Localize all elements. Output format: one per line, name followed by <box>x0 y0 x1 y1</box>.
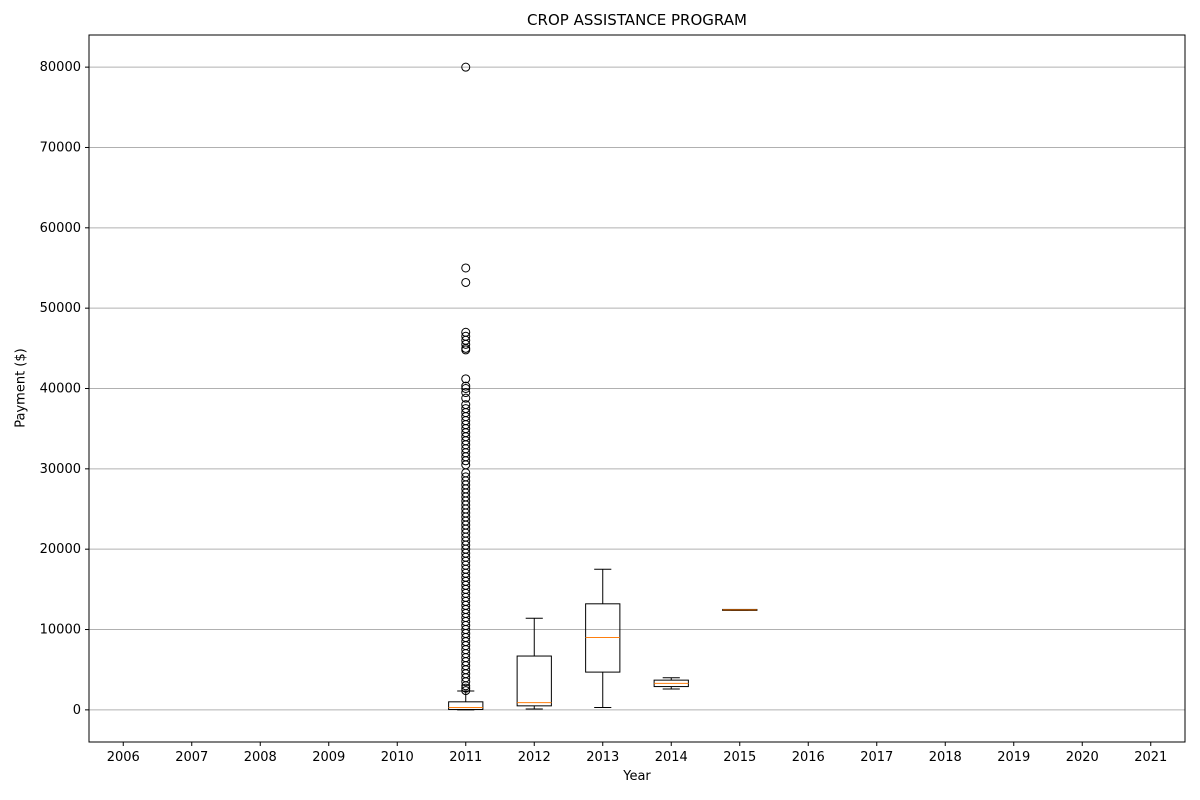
flier-point <box>461 681 471 691</box>
flier-point <box>461 388 471 398</box>
x-tick-label: 2013 <box>586 750 619 765</box>
x-axis-label: Year <box>623 769 651 784</box>
flier-point <box>461 456 471 466</box>
flier-point <box>461 345 471 355</box>
x-tick-label: 2016 <box>792 750 825 765</box>
x-tick-label: 2021 <box>1134 750 1167 765</box>
y-tick-label: 0 <box>73 703 81 718</box>
flier-point <box>461 339 471 349</box>
box-iqr <box>448 701 484 710</box>
x-tick-label: 2006 <box>107 750 140 765</box>
flier-point <box>461 393 471 403</box>
y-tick-label: 60000 <box>40 221 81 236</box>
flier-point <box>461 384 471 393</box>
flier-point <box>461 277 471 287</box>
x-tick-label: 2010 <box>381 750 414 765</box>
x-tick-label: 2017 <box>860 750 893 765</box>
flier-point <box>461 263 471 273</box>
flier-point <box>461 683 471 693</box>
flier-point <box>461 374 471 384</box>
x-tick-label: 2019 <box>997 750 1030 765</box>
y-tick-label: 70000 <box>40 140 81 155</box>
box-2014 <box>653 677 689 690</box>
flier-point <box>461 686 471 696</box>
x-tick-label: 2012 <box>518 750 551 765</box>
box-2011 <box>448 62 484 711</box>
box-2012 <box>516 617 552 710</box>
chart-title: CROP ASSISTANCE PROGRAM <box>527 11 747 29</box>
y-tick-label: 50000 <box>40 301 81 316</box>
box-2013 <box>585 568 621 708</box>
axes: 0 10000 20000 30000 40000 50000 60000 70000 8000… <box>40 60 1168 765</box>
x-tick-label: 2015 <box>723 750 756 765</box>
box-iqr <box>516 655 552 707</box>
y-tick-label: 30000 <box>40 462 81 477</box>
flier-point <box>461 62 471 72</box>
x-tick-label: 2007 <box>175 750 208 765</box>
x-tick-label: 2014 <box>655 750 688 765</box>
y-tick-label: 80000 <box>40 60 81 75</box>
x-tick-label: 2020 <box>1066 750 1099 765</box>
flier-point <box>461 381 471 391</box>
y-tick-label: 20000 <box>40 542 81 557</box>
gridlines <box>89 66 1185 711</box>
boxplot-data <box>448 62 758 711</box>
y-tick-label: 40000 <box>40 382 81 397</box>
flier-point <box>461 677 471 687</box>
x-tick-label: 2009 <box>312 750 345 765</box>
box-2015 <box>722 608 758 611</box>
y-tick-label: 10000 <box>40 623 81 638</box>
x-tick-label: 2008 <box>244 750 277 765</box>
x-tick-label: 2011 <box>449 750 482 765</box>
x-tick-label: 2018 <box>929 750 962 765</box>
